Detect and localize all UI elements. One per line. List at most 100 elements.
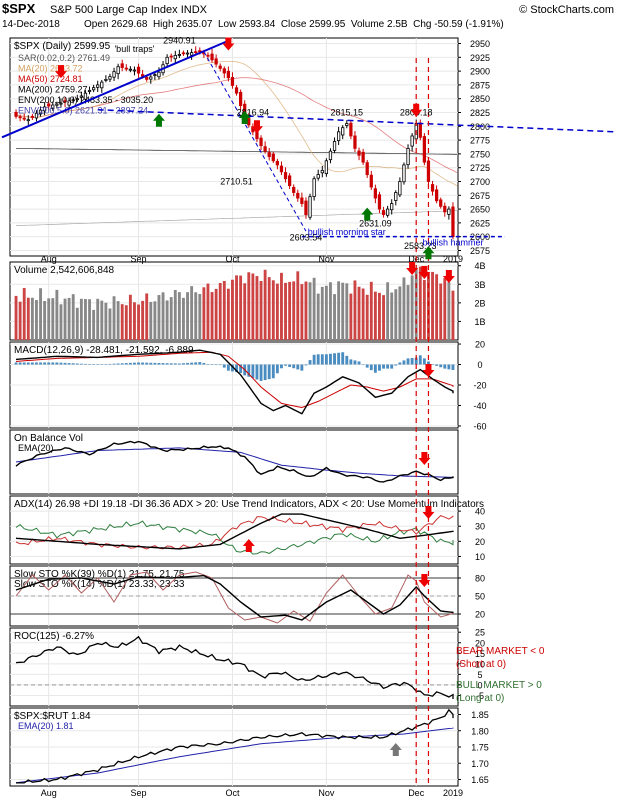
candle-body [406,147,410,166]
arrow-down-icon [418,266,431,279]
sto39-line [15,574,454,621]
volume-bar [39,288,42,340]
macd-histogram-bar [43,362,47,365]
volume-bar [145,293,149,340]
volume-bar [202,287,206,340]
arrow-down-icon [442,270,455,283]
volume-bar [96,298,100,340]
volume-bar [382,295,385,340]
volume-bar [320,286,324,340]
volume-bar [26,297,30,340]
y-tick-label: 20 [475,537,485,547]
candle-body [398,181,402,196]
volume-bar [398,286,402,340]
panel-frame [9,627,459,707]
volume-bar [275,283,279,340]
panel-title: ADX(14) 26.98 +DI 19.18 -DI 36.36 ADX > … [14,499,484,510]
macd-histogram-bar [271,364,275,379]
candle-body [71,99,75,102]
macd-histogram-bar [288,364,292,367]
macd-histogram-bar [137,362,140,365]
candle-body [96,84,100,88]
arrow-down-icon [418,574,431,587]
macd-histogram-bar [284,364,287,366]
volume-bar [161,292,165,340]
legend-item: ENV(200,10.0) 2483.35 - 3035.20 [18,95,153,105]
panel-title: Slow STO %K(39) %D(1) 21.75, 21.75 [14,569,185,580]
candle-body [206,54,210,57]
candle-body [198,50,202,53]
volume-bar [271,280,275,340]
legend-item: MA(50) 2724.81 [18,74,83,84]
volume-bar [182,297,185,340]
macd-histogram-bar [259,364,263,381]
symbol-description: S&P 500 Large Cap Index INDX [50,4,208,16]
volume-bar [67,297,71,340]
roc-line [15,635,454,699]
macd-histogram-bar [222,364,226,368]
y-tick-label: 15 [475,649,485,659]
y-tick-label: 50 [475,592,485,602]
candle-body [194,51,198,54]
macd-histogram-bar [231,364,234,372]
watermark: © StockCharts.com [519,4,614,16]
candle-body [361,151,365,163]
macd-histogram-bar [439,364,443,368]
macd-histogram-bar [30,362,34,365]
candle-body [189,52,194,56]
candle-body [63,100,67,103]
candle-body [443,205,447,213]
y-tick-label: 80 [475,574,485,584]
volume-bar [280,272,283,340]
bear-market-sub: (Short at 0) [456,659,506,670]
candle-body [47,103,51,107]
volume-bar [43,300,47,340]
adx-line [15,513,454,550]
candle-body [402,164,406,183]
x-month-label: Nov [318,254,335,264]
candle-body [210,53,214,61]
candle-body [26,119,30,122]
arrow-down-icon [250,120,263,134]
volume-bar [173,289,177,340]
candle-body [345,123,349,126]
price-annotation: bullish hammer [422,238,483,248]
volume-bar [169,297,173,340]
x-month-label: 2019 [443,254,463,264]
macd-histogram-bar [210,364,214,366]
x-month-label: Oct [225,788,240,798]
macd-histogram-bar [280,364,283,369]
y-tick-label: 0 [477,680,482,690]
y-tick-label: 20 [475,610,485,620]
candle-body [238,91,243,107]
candle-body [22,117,26,120]
candle-body [422,136,426,163]
header-date: 14-Dec-2018 [2,19,60,30]
volume-bar [443,278,447,340]
price-annotation: 2710.51 [220,176,253,186]
plus-di-line [15,520,454,555]
volume-bar [55,289,59,340]
volume-bar [239,275,243,340]
volume-bar [190,286,194,340]
y-tick-label: -60 [473,421,486,431]
panel-title: Volume 2,542,606,848 [14,265,115,276]
panel-obv: On Balance Vol [9,429,459,495]
macd-histogram-bar [427,361,430,365]
volume-bar [292,281,296,340]
macd-histogram-bar [79,363,83,365]
candle-body [283,172,288,180]
macd-histogram-bar [365,364,369,368]
y-tick-label: -40 [473,401,486,411]
volume-bar [296,271,300,340]
arrow-down-icon [422,506,435,519]
arrow-up-icon [422,246,435,260]
candle-body [18,116,22,119]
x-month-label: Nov [318,788,335,798]
volume-bar [128,294,132,340]
volume-bar [141,300,145,340]
macd-histogram-bar [304,364,308,366]
